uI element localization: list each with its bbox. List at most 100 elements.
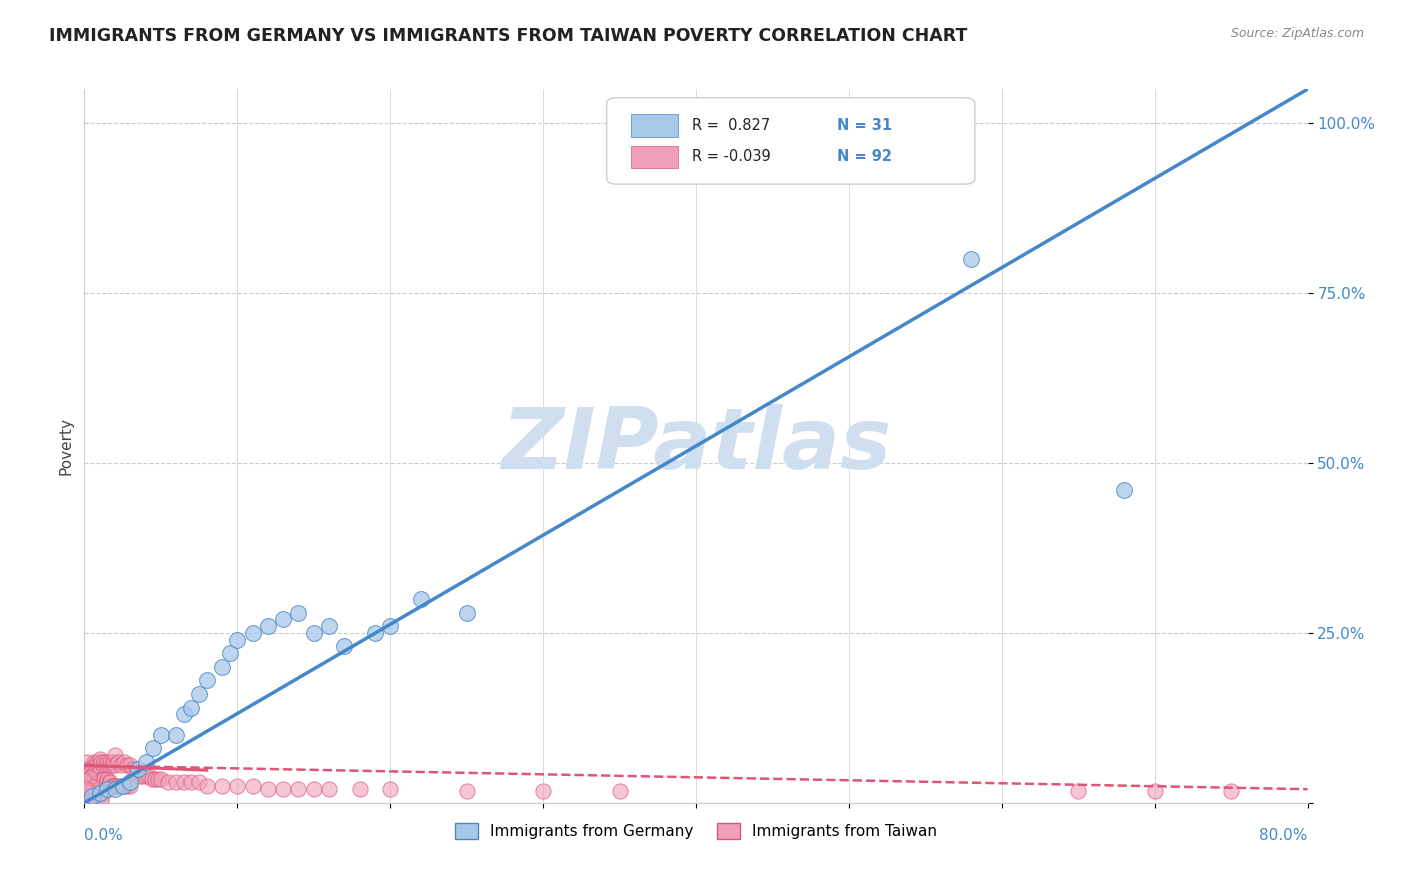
- Point: [76, 769, 98, 783]
- Point: [84, 794, 107, 808]
- Point: [90, 772, 112, 786]
- Point: [73, 786, 96, 800]
- Point: [90, 755, 112, 769]
- Point: [82, 791, 104, 805]
- Point: [180, 775, 202, 789]
- Point: [75, 790, 97, 805]
- Point: [77, 778, 100, 792]
- Point: [73, 793, 96, 807]
- Y-axis label: Poverty: Poverty: [58, 417, 73, 475]
- Point: [76, 791, 98, 805]
- Point: [77, 788, 100, 802]
- Point: [73, 794, 96, 808]
- Point: [104, 758, 127, 772]
- Point: [83, 775, 105, 789]
- Point: [1067, 783, 1090, 797]
- Text: R = -0.039: R = -0.039: [692, 150, 770, 164]
- Point: [97, 758, 120, 772]
- Point: [75, 794, 97, 808]
- Point: [77, 793, 100, 807]
- Point: [76, 779, 98, 793]
- Point: [84, 779, 107, 793]
- Point: [149, 772, 172, 786]
- Point: [84, 783, 107, 797]
- Point: [91, 758, 114, 772]
- Point: [91, 772, 114, 786]
- Point: [77, 791, 100, 805]
- Point: [112, 755, 135, 769]
- Point: [80, 793, 103, 807]
- Point: [90, 794, 112, 808]
- Point: [165, 775, 187, 789]
- Point: [76, 794, 98, 808]
- Point: [112, 779, 135, 793]
- Point: [111, 779, 134, 793]
- Point: [135, 755, 157, 769]
- Point: [76, 794, 98, 808]
- Point: [77, 794, 100, 808]
- Point: [960, 252, 983, 266]
- Point: [142, 741, 165, 756]
- Point: [110, 758, 132, 772]
- Point: [287, 782, 309, 797]
- Point: [76, 785, 98, 799]
- Point: [76, 794, 98, 808]
- Text: 0.0%: 0.0%: [84, 828, 124, 843]
- Point: [77, 772, 100, 786]
- Point: [75, 780, 97, 795]
- Point: [82, 794, 104, 808]
- Point: [80, 769, 103, 783]
- Point: [75, 787, 97, 801]
- Text: Source: ZipAtlas.com: Source: ZipAtlas.com: [1230, 27, 1364, 40]
- Point: [79, 792, 101, 806]
- Point: [456, 606, 478, 620]
- Point: [138, 769, 160, 783]
- Point: [73, 790, 96, 805]
- Legend: Immigrants from Germany, Immigrants from Taiwan: Immigrants from Germany, Immigrants from…: [449, 817, 943, 845]
- Point: [77, 790, 100, 805]
- Point: [609, 783, 631, 797]
- Point: [120, 758, 142, 772]
- Point: [318, 782, 340, 797]
- Point: [73, 794, 96, 808]
- Point: [409, 591, 432, 606]
- Point: [76, 790, 98, 805]
- Point: [211, 779, 233, 793]
- Point: [1114, 483, 1136, 498]
- Point: [120, 779, 142, 793]
- Point: [104, 782, 127, 797]
- Point: [82, 789, 104, 804]
- Point: [73, 794, 96, 808]
- Point: [75, 790, 97, 805]
- Point: [226, 779, 249, 793]
- Point: [77, 792, 100, 806]
- Point: [349, 782, 371, 797]
- Point: [271, 612, 294, 626]
- Point: [79, 781, 101, 796]
- Point: [188, 687, 211, 701]
- Point: [141, 772, 163, 786]
- Point: [80, 790, 103, 805]
- Point: [75, 789, 97, 804]
- Point: [75, 785, 97, 799]
- Point: [226, 632, 249, 647]
- Point: [195, 779, 218, 793]
- Point: [75, 794, 97, 808]
- Point: [165, 728, 187, 742]
- Point: [157, 775, 180, 789]
- Point: [87, 775, 110, 789]
- Point: [94, 758, 117, 772]
- Point: [1143, 783, 1166, 797]
- Point: [75, 794, 97, 808]
- Point: [77, 788, 100, 802]
- Text: IMMIGRANTS FROM GERMANY VS IMMIGRANTS FROM TAIWAN POVERTY CORRELATION CHART: IMMIGRANTS FROM GERMANY VS IMMIGRANTS FR…: [49, 27, 967, 45]
- Point: [96, 772, 118, 786]
- Point: [257, 619, 280, 633]
- Point: [271, 782, 294, 797]
- Text: R =  0.827: R = 0.827: [692, 118, 770, 133]
- Point: [76, 792, 98, 806]
- Point: [77, 792, 100, 806]
- Point: [120, 775, 142, 789]
- Point: [89, 765, 111, 780]
- Point: [84, 769, 107, 783]
